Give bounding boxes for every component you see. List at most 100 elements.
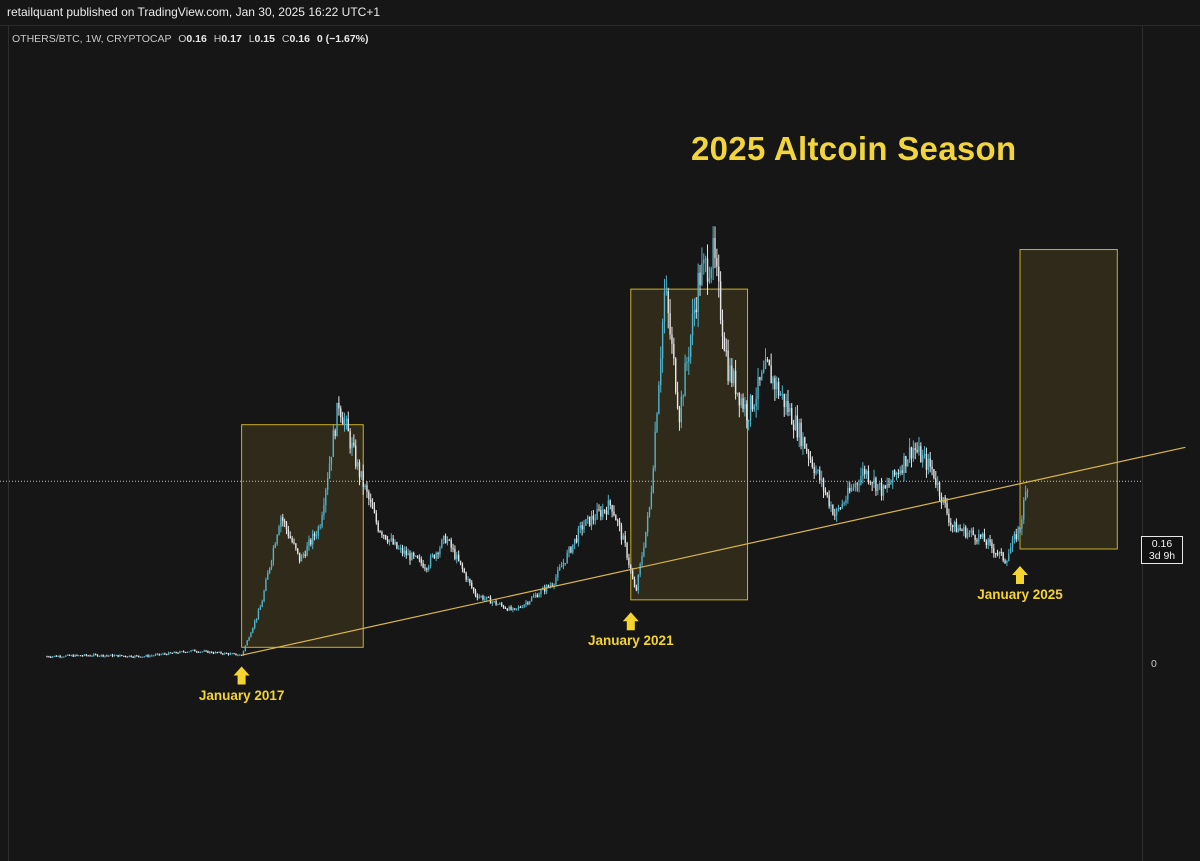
candle-body-473	[931, 466, 933, 469]
symbol-legend: OTHERS/BTC, 1W, CRYPTOCAP O0.16 H0.17 L0…	[12, 33, 369, 45]
candle-body-135	[298, 552, 301, 562]
candle-body-68	[173, 651, 175, 654]
close-value: 0.16	[289, 33, 310, 45]
candle-body-51	[141, 656, 144, 658]
candle-body-47	[134, 655, 136, 658]
candle-body-128	[285, 522, 288, 530]
candle-body-296	[600, 510, 602, 517]
candle-body-314	[633, 579, 636, 588]
candle-body-81	[197, 651, 200, 653]
candle-body-8	[61, 656, 63, 658]
candle-body-45	[130, 655, 132, 657]
bar-countdown: 3d 9h	[1148, 550, 1176, 562]
candle-body-5	[55, 655, 58, 657]
candle-body-212	[442, 535, 445, 540]
candle-body-162	[349, 431, 351, 449]
candle-body-46	[132, 656, 134, 658]
candle-body-390	[776, 381, 778, 390]
candle-body-350	[701, 263, 703, 285]
candle-body-181	[384, 535, 387, 540]
candle-body-500	[981, 533, 984, 537]
candle-body-185	[392, 538, 394, 545]
candle-body-224	[465, 572, 467, 580]
candle-body-491	[965, 527, 967, 538]
candle-body-301	[609, 500, 611, 506]
candle-body-76	[188, 651, 190, 653]
candle-body-394	[783, 393, 785, 408]
candle-body-226	[469, 578, 471, 583]
candle-body-453	[893, 470, 896, 476]
candle-body-129	[287, 529, 290, 537]
candle-body-82	[199, 651, 202, 653]
candle-body-73	[182, 651, 185, 653]
candle-body-154	[334, 430, 336, 437]
candle-body-312	[630, 565, 632, 571]
candle-body-168	[360, 471, 363, 478]
candle-body-138	[304, 554, 306, 556]
change-value: 0 (−1.67%)	[316, 33, 369, 45]
candle-body-132	[293, 542, 295, 544]
candle-body-144	[315, 535, 318, 537]
candle-body-502	[985, 541, 988, 546]
candle-body-454	[895, 472, 898, 476]
candle-body-381	[759, 377, 761, 380]
chart-pane[interactable]	[8, 26, 1200, 861]
candle-body-114	[259, 607, 262, 610]
candle-body-488	[959, 528, 961, 530]
candle-body-324	[652, 468, 654, 493]
candle-body-74	[184, 651, 187, 653]
candle-body-139	[306, 545, 308, 556]
candle-body-170	[364, 485, 366, 487]
candle-body-205	[429, 556, 432, 567]
up-arrow-3	[1012, 565, 1028, 584]
candle-body-303	[613, 511, 615, 516]
candle-body-254	[521, 607, 523, 609]
candle-body-270	[551, 585, 553, 587]
candle-body-56	[151, 655, 153, 657]
candle-body-476	[936, 482, 939, 486]
candle-body-338	[678, 408, 681, 423]
candle-body-137	[302, 554, 305, 556]
candle-body-89	[212, 652, 215, 654]
candle-body-259	[530, 597, 533, 602]
candle-body-295	[598, 509, 600, 511]
candle-body-71	[179, 651, 181, 654]
candle-body-160	[345, 418, 348, 421]
candle-body-15	[74, 654, 76, 657]
candle-body-374	[746, 404, 748, 421]
candle-body-455	[897, 472, 900, 474]
candle-body-499	[980, 534, 982, 537]
candle-body-230	[476, 595, 479, 598]
candle-body-467	[920, 446, 922, 463]
candle-body-266	[544, 587, 546, 592]
candle-body-190	[401, 548, 404, 554]
candle-body-515	[1009, 547, 1012, 554]
candle-body-243	[500, 603, 503, 606]
price-axis[interactable]	[1142, 26, 1200, 861]
candle-body-264	[540, 590, 542, 595]
candle-body-124	[278, 526, 280, 535]
candle-body-99	[231, 653, 233, 655]
candle-body-256	[525, 602, 527, 605]
candle-body-217	[452, 547, 454, 549]
candle-body-322	[648, 507, 651, 516]
candle-body-147	[321, 515, 323, 527]
candle-body-43	[126, 656, 129, 658]
candle-body-337	[676, 392, 679, 409]
candle-body-157	[340, 408, 342, 418]
candle-body-468	[922, 454, 924, 463]
candle-body-176	[375, 512, 378, 523]
candle-body-258	[529, 601, 531, 604]
candle-body-368	[734, 370, 737, 395]
candle-body-142	[312, 533, 314, 545]
candle-body-213	[444, 535, 447, 544]
candle-body-471	[927, 458, 930, 470]
candle-body-289	[587, 516, 589, 520]
high-key: H	[213, 33, 222, 45]
candle-body-497	[976, 540, 978, 542]
candle-body-462	[910, 447, 913, 459]
candle-body-483	[950, 522, 952, 526]
candle-body-427	[845, 499, 847, 503]
chart-title: 2025 Altcoin Season	[691, 130, 1017, 167]
candle-body-355	[710, 268, 712, 279]
